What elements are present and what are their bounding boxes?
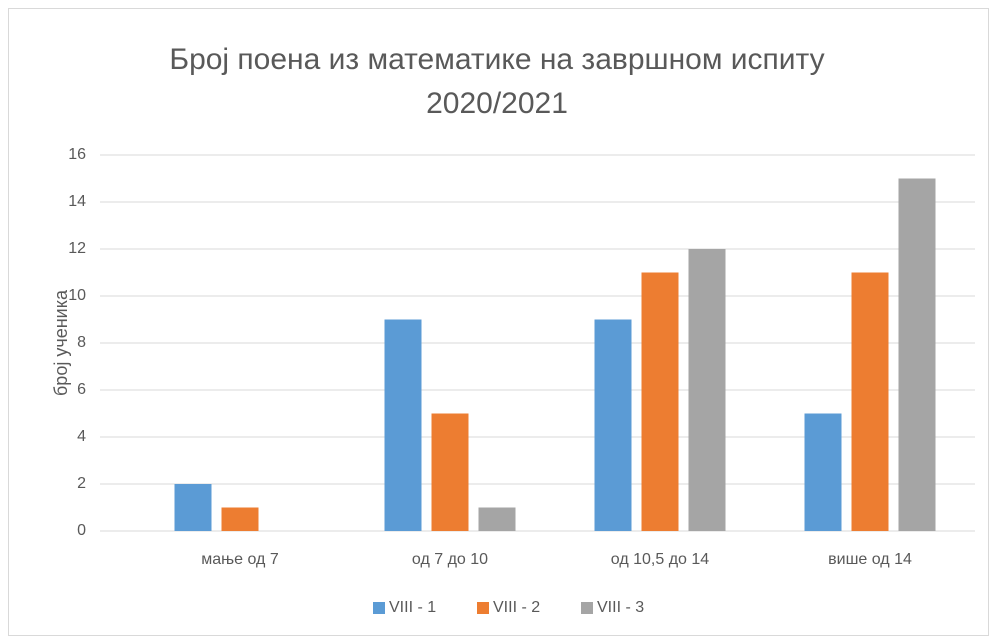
bar [688,249,726,531]
legend-label: VIII - 3 [597,599,644,616]
bar [221,507,259,531]
y-tick-label: 2 [77,475,86,492]
x-tick-label: мање од 7 [201,551,279,568]
bar [804,413,842,531]
x-tick-label: више од 14 [828,551,912,568]
legend-swatch [477,602,489,614]
y-tick-label: 10 [68,287,86,304]
bar [641,272,679,531]
y-tick-label: 14 [68,193,86,210]
y-tick-label: 0 [77,522,86,539]
bar [594,319,632,531]
bar [174,484,212,531]
bar [898,178,936,531]
y-tick-label: 4 [77,428,86,445]
bar [478,507,516,531]
chart-title: Број поена из математике на завршном исп… [169,43,825,120]
y-tick-label: 12 [68,240,86,257]
x-tick-label: од 7 до 10 [412,551,488,568]
y-tick-label: 16 [68,146,86,163]
y-tick-label: 8 [77,334,86,351]
legend-swatch [373,602,385,614]
bar [431,413,469,531]
bar [384,319,422,531]
legend-swatch [581,602,593,614]
legend-label: VIII - 2 [493,599,540,616]
y-tick-label: 6 [77,381,86,398]
x-tick-label: од 10,5 до 14 [611,551,709,568]
legend-label: VIII - 1 [389,599,436,616]
y-axis-label: број ученика [51,289,71,396]
bar [851,272,889,531]
